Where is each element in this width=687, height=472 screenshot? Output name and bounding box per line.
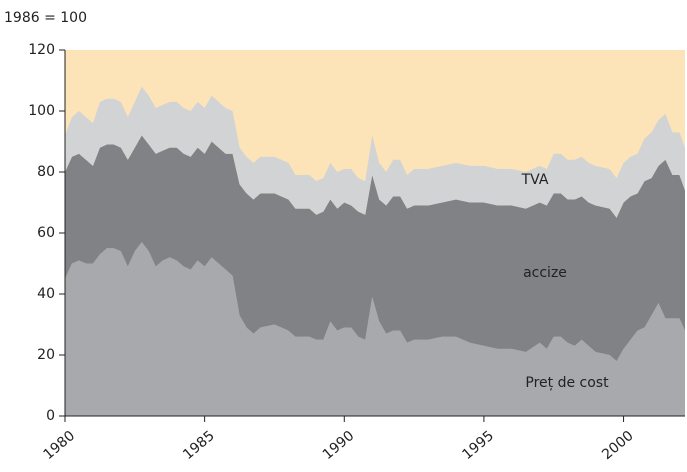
series-label: Preț de cost: [525, 375, 609, 391]
y-tick-label: 0: [46, 408, 55, 424]
y-tick-label: 80: [37, 164, 55, 180]
x-tick-label: 2000: [599, 428, 637, 463]
y-axis-label: 1986 = 100: [4, 10, 87, 26]
area: [65, 86, 685, 218]
area: [65, 242, 685, 416]
y-tick-label: 60: [37, 225, 55, 241]
y-tick-label: 40: [37, 286, 55, 302]
x-tick-label: 1990: [320, 428, 358, 463]
x-tick-label: 1980: [41, 428, 79, 463]
series-label: TVA: [521, 172, 549, 188]
y-tick-label: 100: [28, 103, 55, 119]
area: [65, 135, 685, 362]
x-tick-label: 1985: [180, 428, 218, 463]
series-label: accize: [523, 265, 567, 281]
y-tick-label: 20: [37, 347, 55, 363]
y-tick-label: 120: [28, 42, 55, 58]
x-tick-label: 1995: [459, 428, 497, 463]
